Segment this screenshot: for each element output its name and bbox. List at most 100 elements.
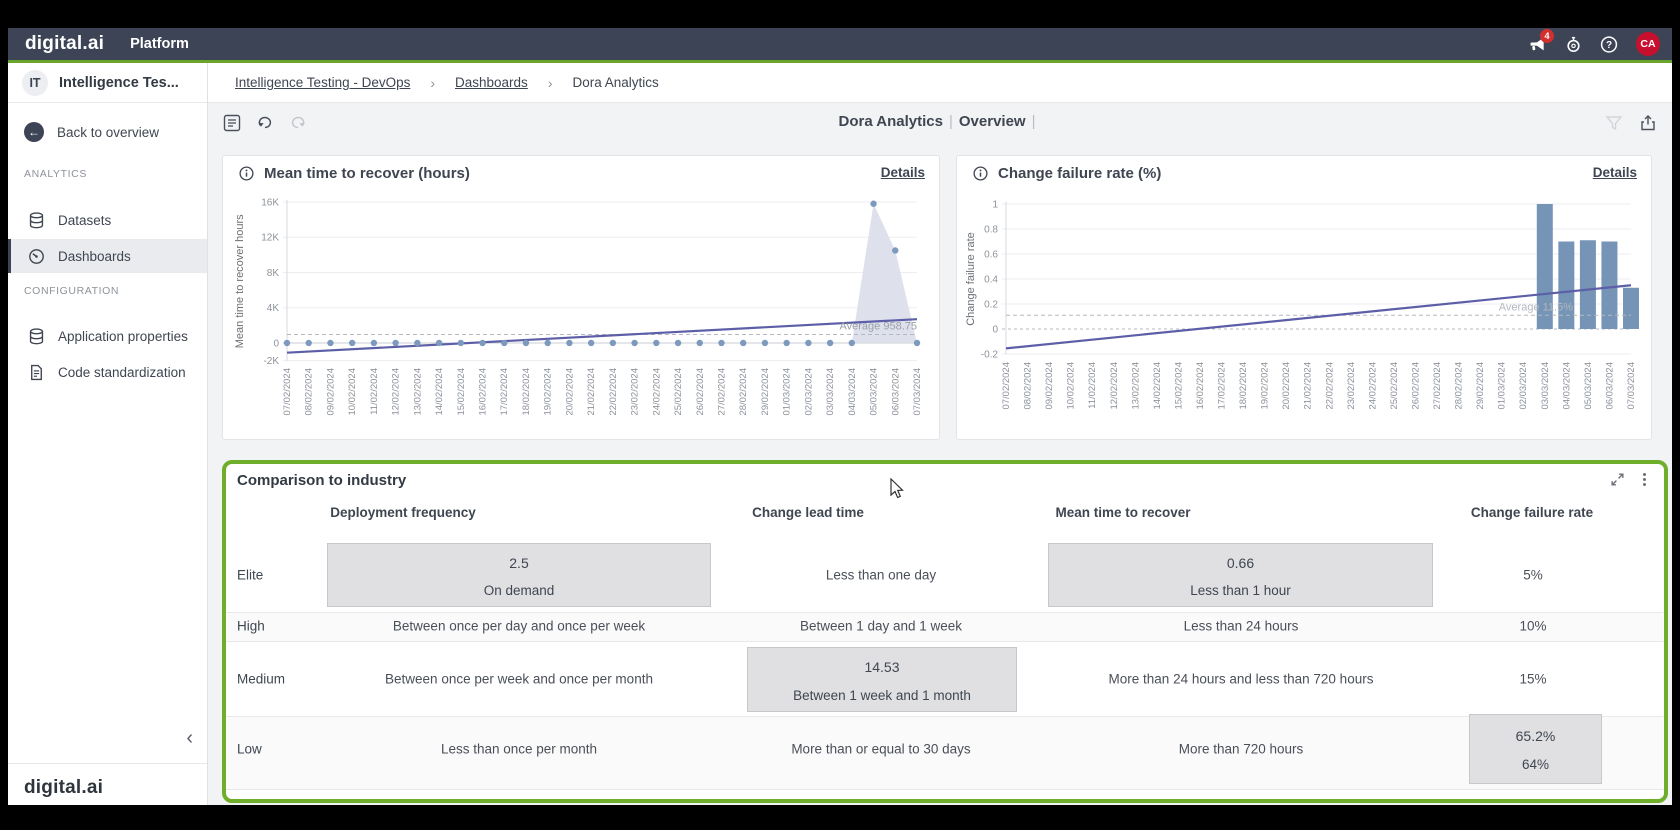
svg-text:13/02/2024: 13/02/2024 bbox=[1130, 362, 1141, 410]
main-area: Intelligence Testing - DevOps › Dashboar… bbox=[208, 63, 1672, 805]
svg-text:24/02/2024: 24/02/2024 bbox=[651, 368, 662, 416]
kebab-menu-icon[interactable] bbox=[1637, 472, 1652, 487]
notification-badge: 4 bbox=[1540, 29, 1554, 43]
chart-title: Mean time to recover (hours) bbox=[264, 164, 470, 182]
footer-logo: digital.ai bbox=[24, 777, 104, 798]
cell-low-mttr: More than 720 hours bbox=[1178, 741, 1304, 757]
svg-text:25/02/2024: 25/02/2024 bbox=[673, 368, 684, 416]
sidebar: IT Intelligence Tes... ← Back to overvie… bbox=[8, 63, 208, 805]
workspace-header[interactable]: IT Intelligence Tes... bbox=[8, 63, 207, 103]
svg-text:-0.2: -0.2 bbox=[981, 350, 999, 361]
cell-high-cfr: 10% bbox=[1519, 618, 1547, 634]
document-icon bbox=[31, 364, 42, 380]
sidebar-item-datasets[interactable]: Datasets bbox=[8, 203, 207, 237]
svg-text:05/03/2024: 05/03/2024 bbox=[1583, 362, 1594, 410]
details-link[interactable]: Details bbox=[1592, 165, 1637, 180]
svg-text:03/03/2024: 03/03/2024 bbox=[1540, 362, 1551, 410]
svg-text:04/03/2024: 04/03/2024 bbox=[847, 368, 858, 416]
row-divider bbox=[226, 612, 1664, 613]
svg-text:18/02/2024: 18/02/2024 bbox=[1238, 362, 1249, 410]
svg-text:10/02/2024: 10/02/2024 bbox=[347, 368, 358, 416]
cell-high-deployment: Between once per day and once per week bbox=[392, 618, 646, 634]
svg-text:24/02/2024: 24/02/2024 bbox=[1367, 362, 1378, 410]
help-icon[interactable]: ? bbox=[1600, 35, 1618, 53]
svg-text:01/03/2024: 01/03/2024 bbox=[1497, 362, 1508, 410]
row-label-high: High bbox=[237, 618, 265, 634]
sidebar-divider bbox=[8, 763, 207, 764]
announcements-icon[interactable]: 4 bbox=[1528, 29, 1554, 53]
info-icon[interactable] bbox=[239, 165, 254, 181]
export-share-icon[interactable] bbox=[1639, 114, 1657, 132]
cell-medium-mttr: More than 24 hours and less than 720 hou… bbox=[1108, 671, 1374, 687]
sidebar-collapse-chevron[interactable]: ‹ bbox=[186, 727, 193, 749]
svg-text:27/02/2024: 27/02/2024 bbox=[1432, 362, 1443, 410]
svg-text:02/03/2024: 02/03/2024 bbox=[1518, 362, 1529, 410]
feedback-timer-icon[interactable] bbox=[1564, 35, 1582, 53]
question-circle-icon: ? bbox=[1600, 35, 1618, 53]
report-list-icon[interactable] bbox=[223, 114, 241, 132]
svg-text:12/02/2024: 12/02/2024 bbox=[391, 368, 402, 416]
expand-icon[interactable] bbox=[1610, 472, 1625, 487]
cell-medium-deployment: Between once per week and once per month bbox=[385, 671, 653, 687]
svg-text:22/02/2024: 22/02/2024 bbox=[1324, 362, 1335, 410]
top-navbar: digital.ai Platform 4 bbox=[8, 28, 1672, 63]
svg-text:07/02/2024: 07/02/2024 bbox=[1001, 362, 1012, 410]
chevron-right-icon: › bbox=[547, 74, 553, 91]
back-to-overview-button[interactable]: ← Back to overview bbox=[8, 116, 207, 148]
sidebar-item-application-properties[interactable]: Application properties bbox=[8, 319, 207, 353]
details-link[interactable]: Details bbox=[880, 165, 925, 180]
sidebar-item-dashboards[interactable]: Dashboards bbox=[8, 239, 207, 273]
svg-text:25/02/2024: 25/02/2024 bbox=[1389, 362, 1400, 410]
highlight-cell-medium-lead-time: 14.53 Between 1 week and 1 month bbox=[747, 647, 1017, 712]
redo-icon[interactable] bbox=[289, 114, 307, 132]
highlight-cell-elite-deployment: 2.5 On demand bbox=[327, 543, 711, 607]
info-icon[interactable] bbox=[973, 165, 988, 181]
mttr-chart-canvas[interactable]: 16K 12K 8K 4K 0 -2K Average 958.75 07/02/2024 08… bbox=[229, 190, 935, 438]
user-avatar[interactable]: CA bbox=[1636, 32, 1660, 56]
row-label-elite: Elite bbox=[237, 567, 264, 583]
breadcrumb-dashboards[interactable]: Dashboards bbox=[455, 75, 528, 90]
database-icon bbox=[29, 211, 44, 228]
back-arrow-icon: ← bbox=[24, 122, 44, 142]
svg-text:13/02/2024: 13/02/2024 bbox=[412, 368, 423, 416]
cell-low-lead-time: More than or equal to 30 days bbox=[791, 741, 971, 757]
cfr-chart-panel: Change failure rate (%) Details 1 0.8 0.6 0… bbox=[956, 155, 1652, 440]
col-change-lead-time: Change lead time bbox=[752, 505, 864, 520]
svg-text:14/02/2024: 14/02/2024 bbox=[434, 368, 445, 416]
row-divider bbox=[226, 716, 1664, 717]
svg-text:20/02/2024: 20/02/2024 bbox=[564, 368, 575, 416]
svg-text:-2K: -2K bbox=[263, 356, 279, 367]
section-configuration: CONFIGURATION bbox=[24, 285, 120, 297]
undo-icon[interactable] bbox=[256, 114, 274, 132]
svg-text:28/02/2024: 28/02/2024 bbox=[1454, 362, 1465, 410]
svg-text:20/02/2024: 20/02/2024 bbox=[1281, 362, 1292, 410]
row-label-low: Low bbox=[237, 741, 262, 757]
product-name: Platform bbox=[130, 36, 189, 52]
breadcrumb-workspace[interactable]: Intelligence Testing - DevOps bbox=[235, 75, 411, 90]
svg-text:11/02/2024: 11/02/2024 bbox=[1087, 362, 1098, 409]
dashboard-toolbar: Dora Analytics | Overview | bbox=[208, 103, 1672, 145]
svg-text:09/02/2024: 09/02/2024 bbox=[325, 368, 336, 416]
svg-text:17/02/2024: 17/02/2024 bbox=[499, 368, 510, 416]
svg-text:16K: 16K bbox=[261, 198, 279, 209]
svg-text:Mean time to recover hours: Mean time to recover hours bbox=[234, 214, 246, 348]
mttr-chart-panel: Mean time to recover (hours) Details 16K… bbox=[222, 155, 940, 440]
svg-text:29/02/2024: 29/02/2024 bbox=[1475, 362, 1486, 410]
sidebar-item-code-standardization[interactable]: Code standardization bbox=[8, 355, 207, 389]
svg-text:01/03/2024: 01/03/2024 bbox=[782, 368, 793, 416]
svg-text:06/03/2024: 06/03/2024 bbox=[890, 368, 901, 416]
cfr-chart-canvas[interactable]: 1 0.8 0.6 0.4 0.2 0 -0.2 Average 11.5% 07/02/202… bbox=[963, 190, 1649, 438]
row-label-medium: Medium bbox=[237, 671, 286, 687]
svg-text:27/02/2024: 27/02/2024 bbox=[716, 368, 727, 416]
svg-text:16/02/2024: 16/02/2024 bbox=[1195, 362, 1206, 410]
cell-high-mttr: Less than 24 hours bbox=[1183, 618, 1299, 634]
svg-text:?: ? bbox=[1606, 40, 1612, 51]
filter-icon[interactable] bbox=[1605, 114, 1623, 132]
svg-text:06/03/2024: 06/03/2024 bbox=[1604, 362, 1615, 410]
megaphone-icon bbox=[1530, 37, 1544, 50]
breadcrumb: Intelligence Testing - DevOps › Dashboar… bbox=[208, 63, 1672, 103]
cell-high-lead-time: Between 1 day and 1 week bbox=[799, 618, 963, 634]
svg-text:0: 0 bbox=[273, 338, 279, 349]
digitalai-logo: digital.ai bbox=[25, 33, 105, 54]
section-analytics: ANALYTICS bbox=[24, 168, 87, 180]
